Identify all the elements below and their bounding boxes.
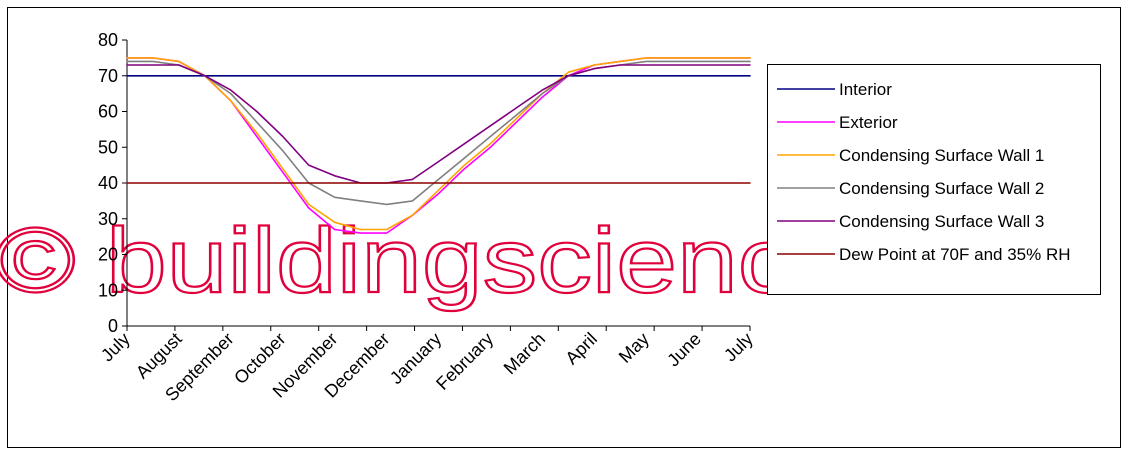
- legend-label: Dew Point at 70F and 35% RH: [839, 245, 1071, 264]
- legend-label: Exterior: [839, 113, 898, 132]
- series-line-4: [126, 60, 751, 206]
- legend: Interior Exterior Condensing Surface Wall …: [767, 64, 1101, 295]
- y-tick-label: 70: [98, 66, 118, 86]
- y-tick-label: 0: [108, 316, 118, 336]
- legend-label: Interior: [839, 80, 892, 99]
- legend-box: [767, 64, 1101, 295]
- legend-label: Condensing Surface Wall 1: [839, 146, 1044, 165]
- y-tick-label: 60: [98, 102, 118, 122]
- y-tick-label: 80: [98, 30, 118, 50]
- y-tick-label: 40: [98, 173, 118, 193]
- y-tick-label: 50: [98, 137, 118, 157]
- y-axis-tick-labels: 0 10 20 30 40 50 60 70 80: [98, 30, 118, 336]
- legend-label: Condensing Surface Wall 3: [839, 212, 1044, 231]
- y-tick-label: 30: [98, 209, 118, 229]
- y-tick-label: 10: [98, 280, 118, 300]
- y-tick-label: 20: [98, 245, 118, 265]
- legend-label: Condensing Surface Wall 2: [839, 179, 1044, 198]
- series-line-5: [126, 64, 751, 184]
- series-lines: [126, 57, 751, 234]
- series-line-3: [126, 57, 751, 231]
